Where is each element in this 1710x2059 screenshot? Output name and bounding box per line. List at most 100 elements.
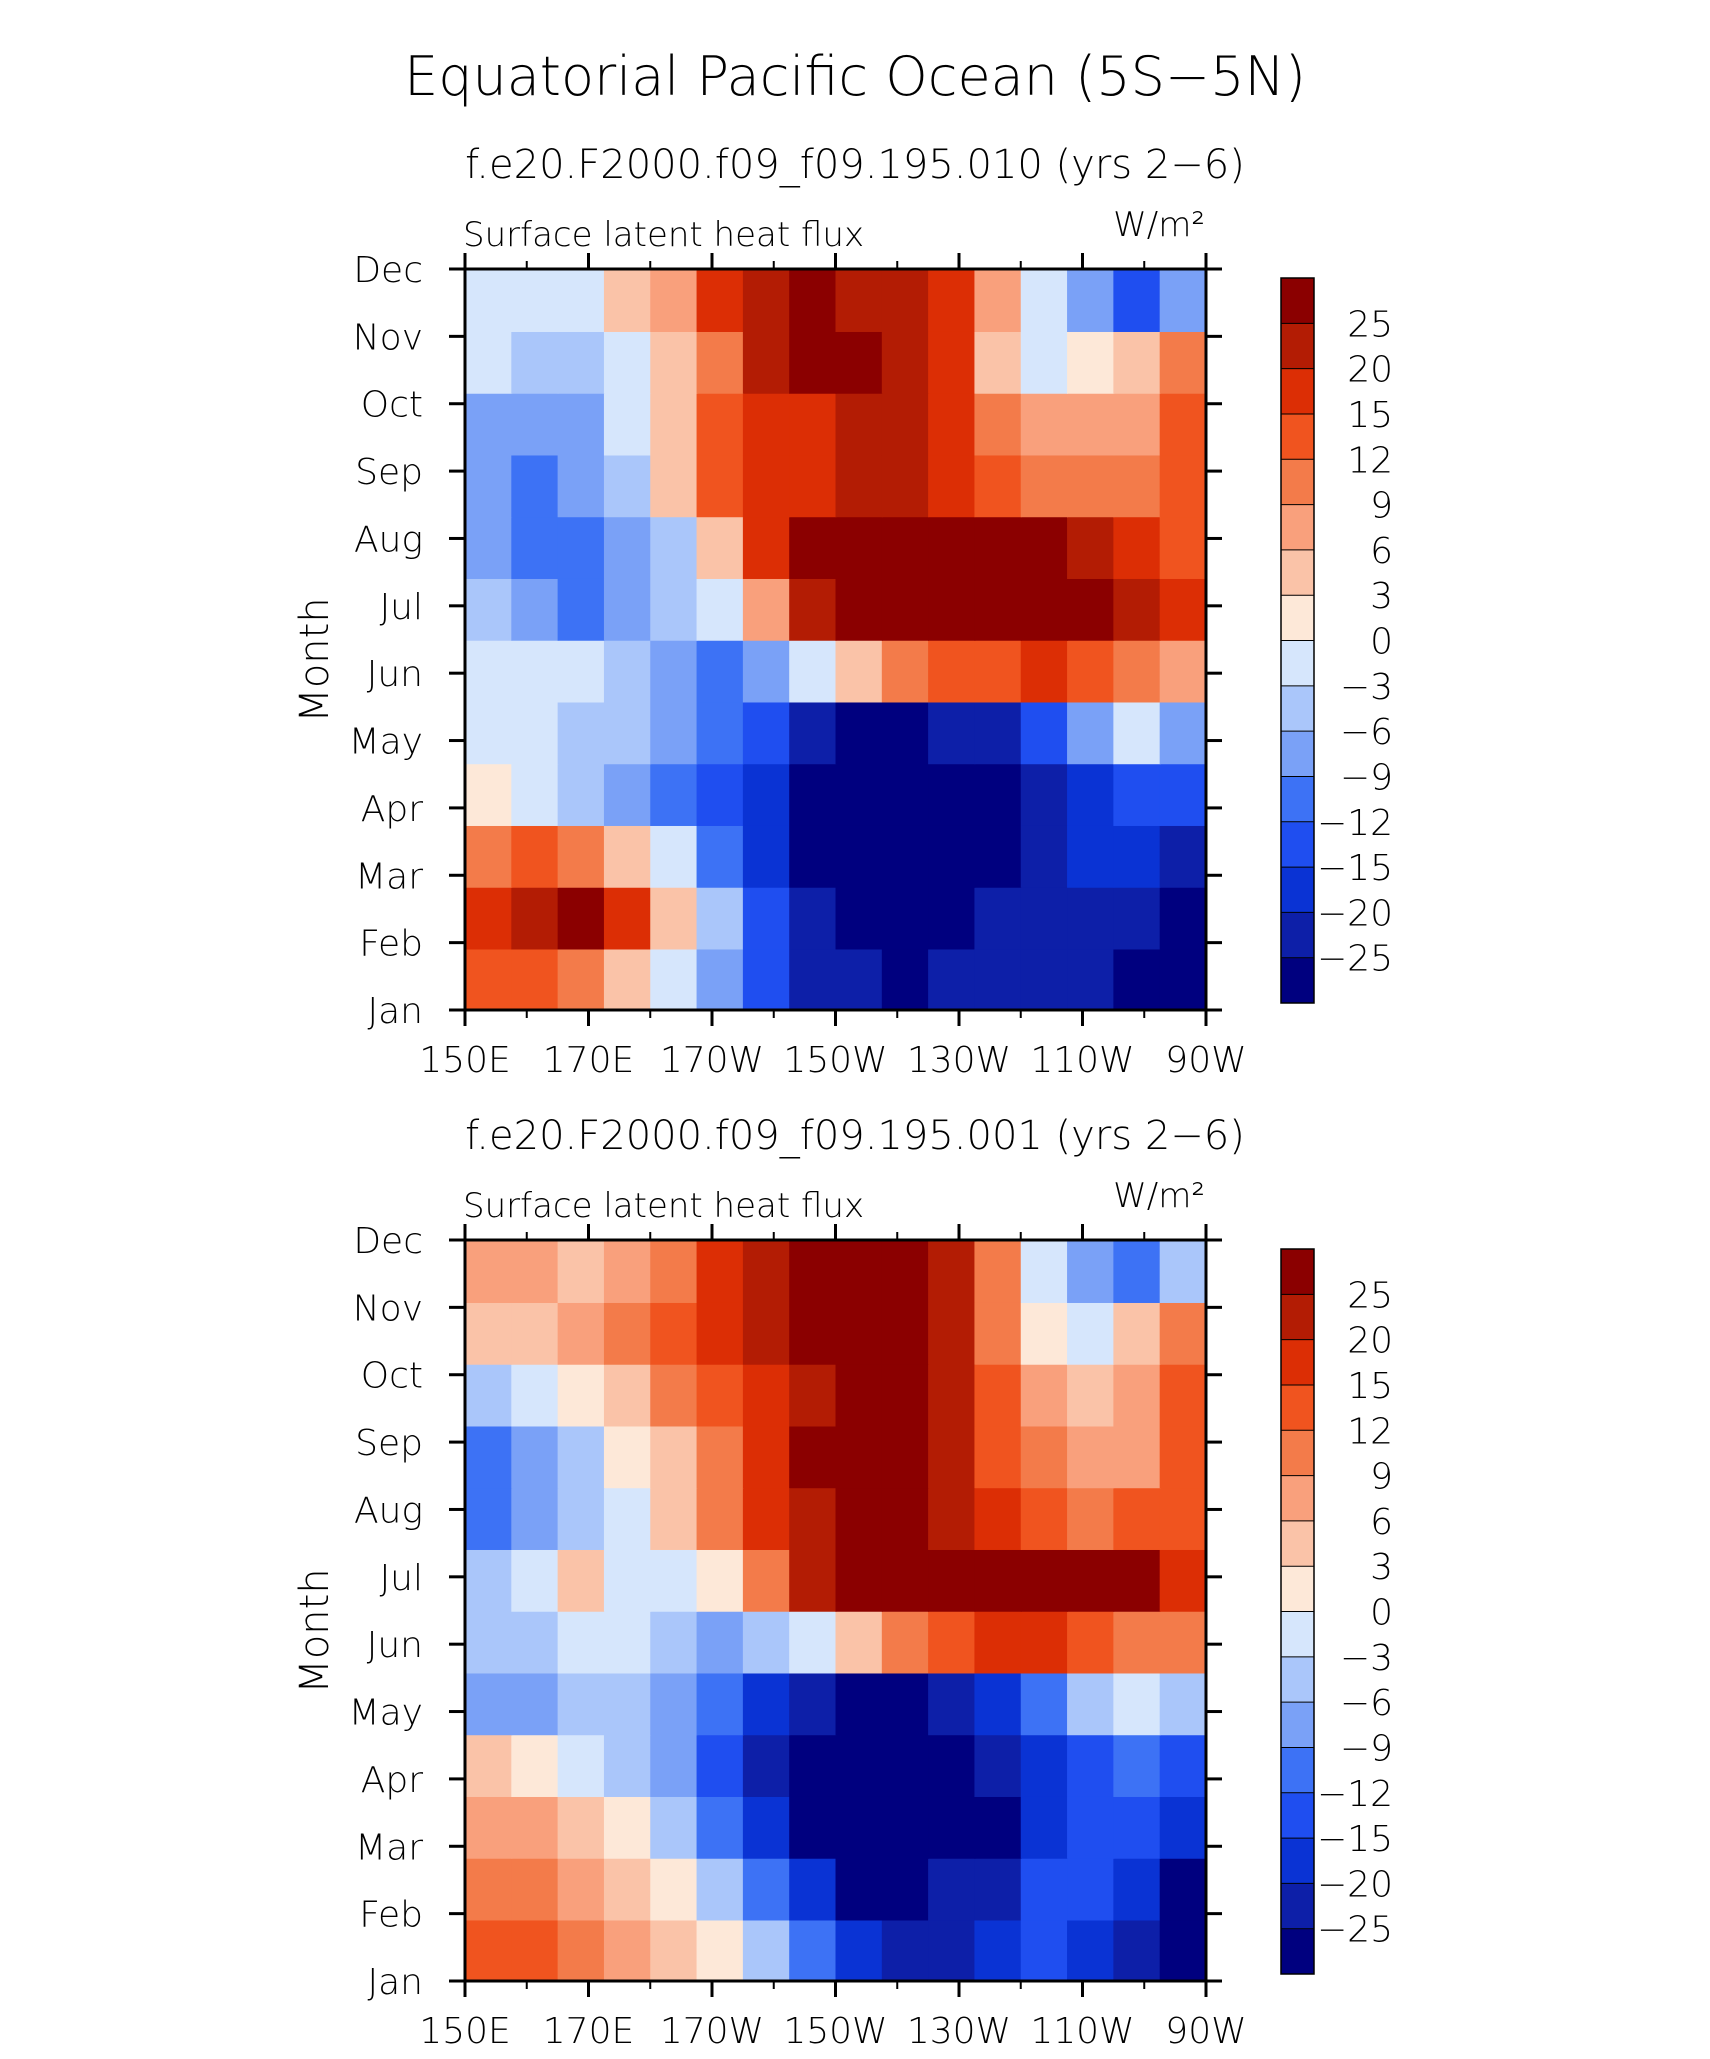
heatmap-cell xyxy=(696,454,744,518)
heatmap-cell xyxy=(650,639,698,703)
heatmap-cell xyxy=(557,639,605,703)
heatmap-cell xyxy=(650,1919,698,1981)
heatmap-cell xyxy=(789,1795,837,1859)
heatmap-cell xyxy=(465,1672,513,1736)
heatmap-cell xyxy=(696,886,744,950)
heatmap-cell xyxy=(974,1734,1022,1797)
colorbar-swatch xyxy=(1281,1339,1314,1386)
variable-label: Surface latent heat flux xyxy=(463,215,864,255)
heatmap-cell xyxy=(928,269,976,332)
heatmap-cell xyxy=(742,392,791,456)
heatmap-cell xyxy=(557,1919,605,1981)
heatmap-cell xyxy=(928,1734,976,1797)
heatmap-cell xyxy=(1113,1363,1161,1427)
heatmap-cell xyxy=(511,1919,559,1981)
heatmap-cell xyxy=(974,1487,1022,1550)
heatmap-cell xyxy=(1159,1363,1206,1427)
heatmap-cell xyxy=(789,269,837,332)
heatmap-cell xyxy=(789,1672,837,1736)
colorbar-label: −15 xyxy=(1317,1819,1393,1860)
colorbar-swatch xyxy=(1281,1430,1314,1477)
heatmap-cell xyxy=(1159,1548,1206,1612)
heatmap-cell xyxy=(1067,1795,1115,1859)
y-tick-label: Aug xyxy=(354,519,423,560)
heatmap-cell xyxy=(696,1487,744,1550)
heatmap-cell xyxy=(557,1548,605,1612)
heatmap-cell xyxy=(557,1363,605,1427)
heatmap-cell xyxy=(557,516,605,579)
colorbar-label: 0 xyxy=(1370,622,1393,663)
colorbar-swatch xyxy=(1281,368,1314,415)
heatmap-cell xyxy=(1159,763,1206,826)
heatmap-cell xyxy=(603,1919,652,1981)
heatmap-cell xyxy=(465,1919,513,1981)
heatmap-cell xyxy=(696,1857,744,1921)
colorbar-label: −20 xyxy=(1317,893,1393,934)
heatmap-cell xyxy=(835,948,883,1010)
heatmap-cell xyxy=(650,886,698,950)
y-tick-label: Nov xyxy=(353,1288,423,1329)
x-tick-label: 170W xyxy=(660,1040,764,1081)
heatmap-cell xyxy=(974,948,1022,1010)
heatmap-cell xyxy=(881,1610,930,1674)
heatmap-cell xyxy=(511,577,559,641)
y-tick-label: Dec xyxy=(353,250,423,291)
heatmap-cell xyxy=(1159,269,1206,332)
heatmap-cell xyxy=(1113,639,1161,703)
y-tick-label: Sep xyxy=(355,452,423,493)
heatmap-cell xyxy=(742,1301,791,1365)
colorbar-swatch xyxy=(1281,731,1314,777)
heatmap-cell xyxy=(465,886,513,950)
heatmap-cell xyxy=(1067,1301,1115,1365)
heatmap-cell xyxy=(881,577,930,641)
heatmap-cell xyxy=(1159,516,1206,579)
heatmap-cell xyxy=(789,392,837,456)
colorbar-swatch xyxy=(1281,278,1314,324)
heatmap-cell xyxy=(511,1548,559,1612)
heatmap-cell xyxy=(881,1734,930,1797)
heatmap-cell xyxy=(1020,701,1068,765)
heatmap-cell xyxy=(835,330,883,394)
heatmap-cell xyxy=(1020,1919,1068,1981)
heatmap-cell xyxy=(835,1363,883,1427)
colorbar-swatch xyxy=(1281,1838,1314,1884)
heatmap-cell xyxy=(511,454,559,518)
heatmap-cell xyxy=(696,1301,744,1365)
heatmap-cell xyxy=(742,516,791,579)
colorbar-label: 3 xyxy=(1370,1547,1393,1588)
heatmap-cell xyxy=(557,1301,605,1365)
colorbar-swatch xyxy=(1281,459,1314,506)
colorbar-label: 20 xyxy=(1347,350,1393,391)
heatmap-cell xyxy=(465,1610,513,1674)
heatmap-cell xyxy=(603,1425,652,1489)
heatmap-cell xyxy=(1159,1425,1206,1489)
heatmap-cell xyxy=(1113,1919,1161,1981)
heatmap-cell xyxy=(1113,824,1161,888)
heatmap-cell xyxy=(511,330,559,394)
heatmap-cell xyxy=(696,948,744,1010)
heatmap-cell xyxy=(511,1240,559,1303)
y-tick-label: Apr xyxy=(361,1760,423,1801)
heatmap-cell xyxy=(511,639,559,703)
heatmap-cell xyxy=(511,1363,559,1427)
heatmap-cell xyxy=(835,392,883,456)
colorbar-swatch xyxy=(1281,1566,1314,1612)
colorbar-label: −3 xyxy=(1340,1638,1393,1679)
x-tick-label: 170E xyxy=(543,1040,634,1081)
heatmap-cell xyxy=(974,330,1022,394)
heatmap-cell xyxy=(1067,454,1115,518)
heatmap-cell xyxy=(974,1425,1022,1489)
heatmap-cell xyxy=(603,824,652,888)
heatmap-cell xyxy=(742,1672,791,1736)
heatmap-cell xyxy=(1020,1548,1068,1612)
colorbar-label: 15 xyxy=(1347,1366,1393,1407)
heatmap-cell xyxy=(789,701,837,765)
heatmap-cell xyxy=(557,330,605,394)
colorbar-swatch xyxy=(1281,1883,1314,1930)
y-tick-label: May xyxy=(349,1693,423,1734)
heatmap-cell xyxy=(881,1363,930,1427)
heatmap-cell xyxy=(742,639,791,703)
heatmap-cell xyxy=(557,1734,605,1797)
heatmap-cell xyxy=(835,1610,883,1674)
heatmap-cell xyxy=(1067,392,1115,456)
